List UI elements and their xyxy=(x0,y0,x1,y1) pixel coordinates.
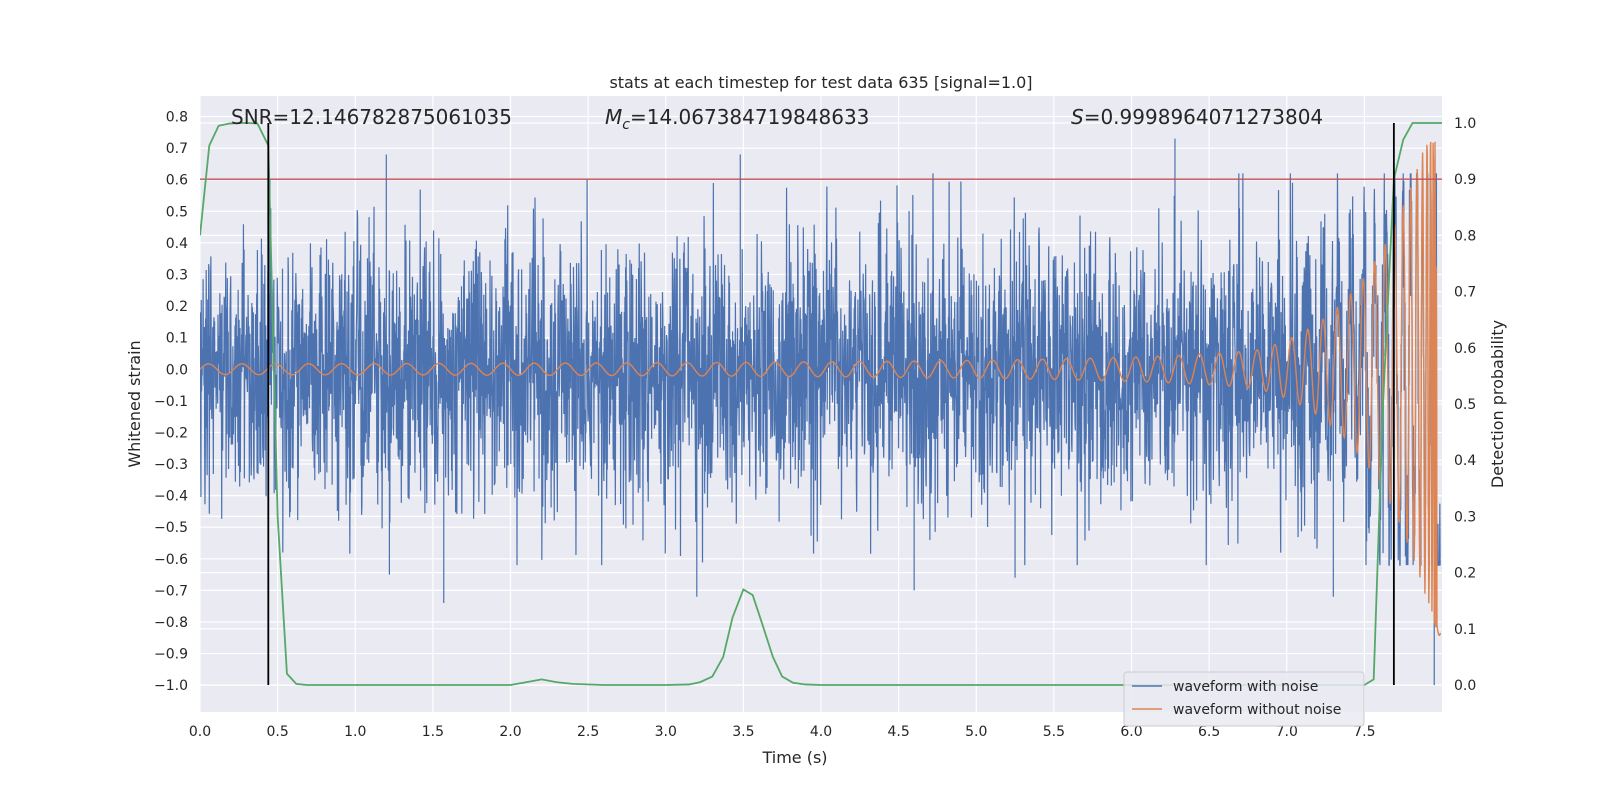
x-tick-label: 5.0 xyxy=(965,724,987,740)
x-tick-label: 7.0 xyxy=(1276,724,1298,740)
y-tick-label: −0.3 xyxy=(154,457,188,473)
y-tick-label: −1.0 xyxy=(154,678,188,694)
y-tick-label: 0.4 xyxy=(166,236,188,252)
x-tick-label: 3.5 xyxy=(732,724,754,740)
y-tick-label: 0.1 xyxy=(166,331,188,347)
y-tick-label: −0.1 xyxy=(154,394,188,410)
y-tick-label: 0.8 xyxy=(166,110,188,126)
y-tick-label: −0.8 xyxy=(154,615,188,631)
legend-label-clean: waveform without noise xyxy=(1173,702,1341,718)
y2-tick-label: 0.4 xyxy=(1454,453,1476,469)
x-axis-label: Time (s) xyxy=(761,748,827,767)
score-annotation: S=0.9998964071273804 xyxy=(1071,105,1323,129)
y-tick-label: −0.9 xyxy=(154,647,188,663)
y-tick-label: −0.7 xyxy=(154,583,188,599)
y-tick-label: 0.7 xyxy=(166,141,188,157)
y-tick-label: 0.3 xyxy=(166,267,188,283)
x-tick-label: 6.0 xyxy=(1120,724,1142,740)
y2-tick-label: 0.2 xyxy=(1454,566,1476,582)
y2-tick-label: 0.1 xyxy=(1454,622,1476,638)
x-tick-label: 1.0 xyxy=(344,724,366,740)
x-tick-label: 4.0 xyxy=(810,724,832,740)
y2-tick-label: 0.0 xyxy=(1454,678,1476,694)
x-tick-label: 3.0 xyxy=(655,724,677,740)
y-tick-label: 0.0 xyxy=(166,362,188,378)
y-tick-label: 0.6 xyxy=(166,173,188,189)
s-symbol: S xyxy=(1071,105,1084,129)
x-axis-ticks: 0.0 0.5 1.0 1.5 2.0 2.5 3.0 3.5 4.0 4.5 5.0 5.5 6.0 6… xyxy=(189,724,1376,740)
mc-subscript: c xyxy=(622,117,630,133)
legend-label-noise: waveform with noise xyxy=(1173,679,1318,695)
mc-symbol: M xyxy=(605,105,622,129)
x-tick-label: 0.0 xyxy=(189,724,211,740)
series-detection-probability xyxy=(200,122,1442,686)
y-axis-label: Whitened strain xyxy=(125,340,144,467)
y2-tick-label: 0.7 xyxy=(1454,285,1476,301)
series-waveform-without-noise xyxy=(200,141,1442,637)
x-tick-label: 2.0 xyxy=(499,724,521,740)
y2-tick-label: 0.3 xyxy=(1454,509,1476,525)
y-tick-label: 0.2 xyxy=(166,299,188,315)
chart-title: stats at each timestep for test data 635… xyxy=(609,73,1032,92)
y2-tick-label: 0.9 xyxy=(1454,172,1476,188)
y-tick-label: 0.5 xyxy=(166,204,188,220)
x-tick-label: 2.5 xyxy=(577,724,599,740)
y2-tick-label: 0.5 xyxy=(1454,397,1476,413)
x-tick-label: 0.5 xyxy=(266,724,288,740)
legend-box xyxy=(1123,671,1365,727)
y2-axis-ticks: 1.0 0.9 0.8 0.7 0.6 0.5 0.4 0.3 0.2 0.1 0.0 xyxy=(1454,116,1476,694)
chirp-mass-annotation: Mc=14.067384719848633 xyxy=(605,105,869,133)
y-tick-label: −0.4 xyxy=(154,489,188,505)
legend: waveform with noise waveform without noi… xyxy=(1123,671,1365,727)
x-tick-label: 4.5 xyxy=(887,724,909,740)
y2-tick-label: 1.0 xyxy=(1454,116,1476,132)
y2-tick-label: 0.8 xyxy=(1454,228,1476,244)
s-value: =0.9998964071273804 xyxy=(1084,105,1323,129)
y-tick-label: −0.6 xyxy=(154,552,188,568)
vertical-markers xyxy=(267,122,1395,686)
y-tick-label: −0.2 xyxy=(154,425,188,441)
mc-value: =14.067384719848633 xyxy=(630,105,869,129)
snr-annotation: SNR=12.146782875061035 xyxy=(231,105,512,129)
y2-axis-label: Detection probability xyxy=(1488,320,1507,488)
x-tick-label: 1.5 xyxy=(422,724,444,740)
y-axis-ticks: 0.8 0.7 0.6 0.5 0.4 0.3 0.2 0.1 0.0 −0.1 −0.2 −0.3 −… xyxy=(154,110,188,695)
y-tick-label: −0.5 xyxy=(154,520,188,536)
x-tick-label: 5.5 xyxy=(1043,724,1065,740)
y2-tick-label: 0.6 xyxy=(1454,341,1476,357)
x-tick-label: 6.5 xyxy=(1198,724,1220,740)
x-tick-label: 7.5 xyxy=(1353,724,1375,740)
